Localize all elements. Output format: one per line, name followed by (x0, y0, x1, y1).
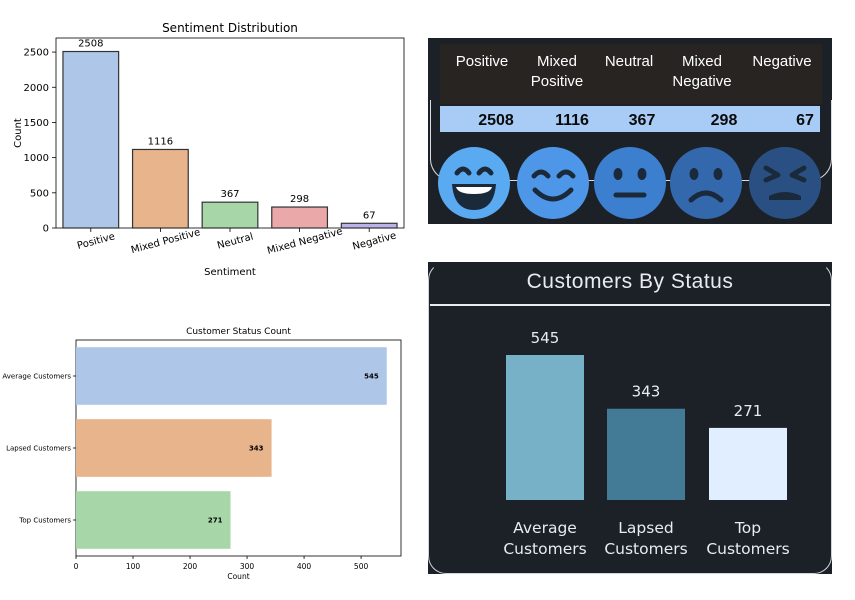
bar-mixed-negative (271, 206, 329, 229)
sentiment-value-row (440, 106, 820, 132)
value-mixed-positive: 1116 (555, 112, 589, 129)
y-tick-label: Top Customers (18, 517, 71, 525)
x-tick-label: Lapsed (618, 519, 673, 537)
y-tick-label: Average Customers (2, 373, 71, 381)
bar-average-customers (76, 347, 387, 405)
data-label: 545 (364, 373, 379, 381)
x-tick-label: Mixed Positive (130, 227, 202, 256)
bar-negative (340, 222, 398, 229)
data-label: 67 (363, 210, 376, 221)
data-label: 545 (531, 329, 560, 347)
x-axis-label: Count (227, 572, 249, 581)
data-label: 1116 (148, 136, 173, 147)
grinning-face-icon (438, 147, 510, 219)
header-neutral: Neutral (604, 53, 654, 70)
x-tick-label: Customers (503, 540, 586, 558)
header-positive: Positive (455, 53, 509, 70)
header-negative: Negative (752, 53, 812, 70)
angry-face-icon (749, 147, 821, 219)
emoji-row (438, 147, 821, 219)
data-label: 298 (290, 194, 309, 205)
bar-lapsed-customers (607, 408, 685, 500)
panel-title: Customers By Status (526, 270, 734, 293)
data-label: 2508 (78, 39, 103, 50)
customer-status-count-chart: Customer Status Count 0 100 200 300 400 500 Cou… (2, 327, 402, 581)
value-mixed-negative: 298 (710, 112, 738, 129)
y-tick-label: 0 (43, 224, 49, 235)
bar-top-customers (709, 427, 787, 500)
y-tick-label: 2500 (24, 48, 49, 59)
customers-by-status-panel: Customers By Status 545 Average Customers 3… (428, 262, 832, 574)
x-axis-label: Sentiment (204, 267, 256, 278)
smiling-face-icon (517, 147, 589, 219)
x-tick-label: Neutral (216, 231, 255, 251)
x-tick-label: Customers (706, 540, 789, 558)
sentiment-header-row (440, 44, 822, 104)
x-tick-label: 0 (74, 562, 79, 571)
x-tick-label: 200 (183, 562, 198, 571)
x-tick-label: 500 (354, 562, 369, 571)
x-tick-label: 300 (240, 562, 255, 571)
bar-neutral (201, 201, 259, 229)
data-label: 367 (220, 189, 239, 200)
x-tick-label: Customers (604, 540, 687, 558)
data-label: 271 (208, 517, 223, 525)
bar-top-customers (76, 491, 231, 549)
x-tick-label: Positive (76, 231, 116, 252)
neutral-face-icon (594, 147, 666, 219)
bar-lapsed-customers (76, 419, 272, 477)
data-label: 343 (249, 445, 264, 453)
y-axis-label: Count (13, 118, 24, 148)
y-tick-label: 2000 (24, 83, 49, 94)
sentiment-distribution-chart: Sentiment Distribution 0 500 1000 1500 2000 25… (13, 21, 405, 278)
x-tick-label: 100 (126, 562, 141, 571)
bar-mixed-positive (131, 148, 189, 229)
data-label: 343 (632, 383, 661, 401)
bar-positive (62, 50, 120, 229)
chart-title: Customer Status Count (186, 327, 291, 337)
frowning-face-icon (670, 147, 742, 219)
x-tick-label: Average (513, 519, 577, 537)
value-positive: 2508 (478, 112, 514, 129)
value-neutral: 367 (628, 112, 656, 129)
panel-frame (428, 262, 832, 574)
y-tick-label: 1000 (24, 153, 49, 164)
bar-average-customers (506, 355, 584, 500)
x-tick-label: 400 (297, 562, 312, 571)
sentiment-summary-panel: Positive Mixed Positive Neutral Mixed Ne… (428, 38, 832, 224)
data-label: 271 (734, 402, 763, 420)
header-mixed-negative: Mixed Negative (672, 53, 732, 90)
y-tick-label: 1500 (24, 118, 49, 129)
y-tick-label: 500 (30, 188, 49, 199)
status-bars: 545 Average Customers 343 Lapsed Customers 271… (503, 329, 789, 558)
x-tick-label: Top (734, 519, 761, 537)
value-negative: 67 (796, 112, 814, 129)
title-divider (430, 304, 830, 306)
header-mixed-positive: Mixed Positive (530, 53, 584, 90)
y-tick-label: Lapsed Customers (6, 445, 71, 453)
chart-title: Sentiment Distribution (162, 21, 298, 35)
x-tick-label: Mixed Negative (266, 226, 344, 257)
x-tick-label: Negative (351, 230, 397, 252)
